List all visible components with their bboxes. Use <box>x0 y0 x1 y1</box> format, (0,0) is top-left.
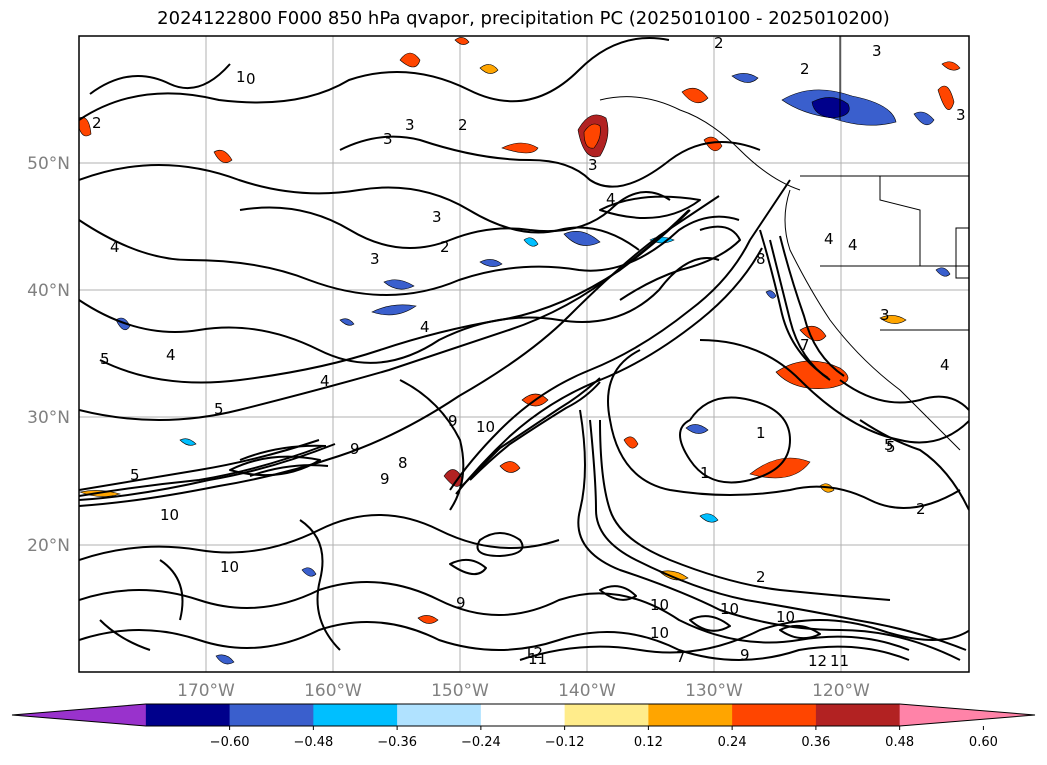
colorbar-segment <box>229 704 314 726</box>
lat-label: 30°N <box>27 408 70 428</box>
lat-labels: 50°N 40°N 30°N 20°N <box>27 154 70 556</box>
contour-label: 4 <box>420 318 430 336</box>
contour-label: 10 <box>650 624 669 642</box>
contour-label: 4 <box>110 238 120 256</box>
contour-label: 11 <box>528 650 547 668</box>
contour-label: 3 <box>956 106 966 124</box>
contour-label: 3 <box>432 208 442 226</box>
contour-labels: 1 0 3 2 2 3 2 3 2 3 3 4 3 2 3 4 4 4 5 5 … <box>92 34 966 670</box>
contour-label: 9 <box>740 646 750 664</box>
contour-label: 5 <box>130 466 140 484</box>
coastline <box>599 36 969 451</box>
contour-label: 2 <box>800 60 810 78</box>
contour-label: 5 <box>884 436 894 454</box>
plot-frame <box>78 35 970 673</box>
colorbar-segment <box>397 704 482 726</box>
contour-label: 2 <box>714 34 724 52</box>
colorbar: −0.60 −0.48 −0.36 −0.24 −0.12 0.12 0.24 0.36 0.4… <box>11 703 1036 750</box>
lon-label: 170°W <box>177 681 235 701</box>
lon-label: 150°W <box>431 681 489 701</box>
colorbar-tick-label: 0.60 <box>969 735 998 750</box>
lon-label: 160°W <box>304 681 362 701</box>
colorbar-tick-label: 0.12 <box>634 735 663 750</box>
contour-label: 10 <box>220 558 239 576</box>
lon-label: 130°W <box>685 681 743 701</box>
colorbar-segment <box>732 704 817 726</box>
colorbar-tick-label: −0.24 <box>461 735 501 750</box>
colorbar-tick-label: −0.12 <box>545 735 585 750</box>
colorbar-tick-label: −0.60 <box>210 735 250 750</box>
contour-label: 2 <box>916 500 926 518</box>
contour-label: 12 <box>808 652 827 670</box>
contour-label: 2 <box>92 114 102 132</box>
contour-label: 4 <box>320 372 330 390</box>
contour-label: 12 <box>524 644 543 662</box>
contour-label: 9 <box>456 594 466 612</box>
contour-label: 10 <box>476 418 495 436</box>
contour-label: 3 <box>370 250 380 268</box>
lat-label: 40°N <box>27 281 70 301</box>
contour-label: 1 <box>756 424 766 442</box>
figure-title: 2024122800 F000 850 hPa qvapor, precipit… <box>157 8 890 29</box>
colorbar-segment <box>313 704 398 726</box>
contour-label: 9 <box>350 440 360 458</box>
contour-label: 10 <box>776 608 795 626</box>
contour-label: 2 <box>440 238 450 256</box>
contour-label: 4 <box>940 356 950 374</box>
contour-label: 4 <box>606 190 616 208</box>
colorbar-tick-label: −0.36 <box>377 735 417 750</box>
contour-label: 8 <box>398 454 408 472</box>
contour-label: 5 <box>886 438 896 456</box>
qvapor-contours <box>79 37 969 661</box>
colorbar-tick-label: −0.48 <box>293 735 333 750</box>
contour-label: 2 <box>458 116 468 134</box>
colorbar-segment <box>815 704 901 726</box>
contour-label: 4 <box>166 346 176 364</box>
colorbar-segment <box>648 704 733 726</box>
contour-label: 4 <box>848 236 858 254</box>
contour-label: 7 <box>800 336 810 354</box>
contour-label: 3 <box>588 156 598 174</box>
colorbar-segment <box>480 704 566 726</box>
contour-label: 5 <box>100 350 110 368</box>
colorbar-segment <box>145 704 231 726</box>
contour-label: 2 <box>756 568 766 586</box>
contour-label: 8 <box>756 250 766 268</box>
contour-label: 10 <box>720 600 739 618</box>
contour-label: 10 <box>160 506 179 524</box>
lon-label: 120°W <box>812 681 870 701</box>
contour-label: 1 <box>236 68 246 86</box>
precip-patches <box>79 37 961 665</box>
colorbar-tick-label: 0.48 <box>885 735 914 750</box>
lon-labels: 170°W 160°W 150°W 140°W 130°W 120°W <box>177 681 870 701</box>
contour-label: 10 <box>650 596 669 614</box>
contour-label: 3 <box>383 130 393 148</box>
contour-label: 3 <box>405 116 415 134</box>
colorbar-segment <box>564 704 649 726</box>
contour-label: 1 <box>700 464 710 482</box>
lat-label: 20°N <box>27 536 70 556</box>
lon-label: 140°W <box>558 681 616 701</box>
lat-label: 50°N <box>27 154 70 174</box>
contour-label: 7 <box>676 648 686 666</box>
contour-label: 9 <box>380 470 390 488</box>
contour-label: 11 <box>830 652 849 670</box>
contour-label: 3 <box>872 42 882 60</box>
contour-label: 9 <box>448 412 458 430</box>
contour-label: 4 <box>824 230 834 248</box>
colorbar-tick-label: 0.24 <box>718 735 747 750</box>
contour-label: 3 <box>880 306 890 324</box>
contour-label: 0 <box>246 70 256 88</box>
colorbar-extend-min <box>12 704 147 726</box>
contour-label: 5 <box>214 400 224 418</box>
colorbar-extend-max <box>899 704 1035 726</box>
colorbar-tick-label: 0.36 <box>801 735 830 750</box>
colorbar-outline <box>11 703 1036 727</box>
